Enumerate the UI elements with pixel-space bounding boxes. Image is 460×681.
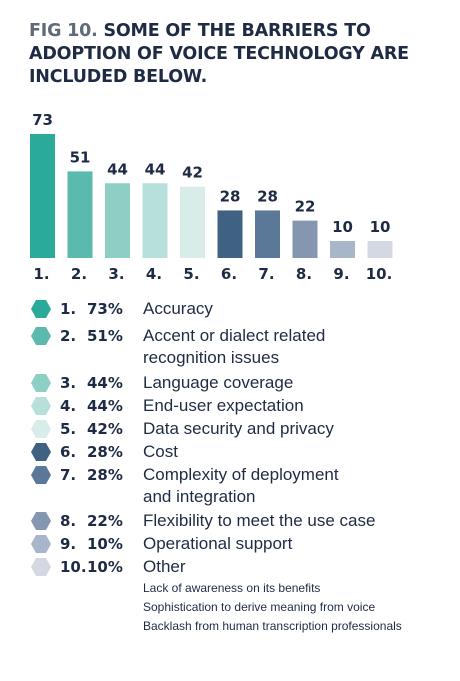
legend-number: 4. — [60, 397, 77, 415]
legend-percent: 42% — [87, 420, 123, 438]
legend-hexagon-icon — [31, 466, 51, 484]
other-subitem-2: Sophistication to derive meaning from vo… — [143, 600, 376, 614]
category-label-6: 6. — [221, 265, 237, 283]
bar-value-label-6: 28 — [220, 187, 241, 205]
legend-number: 3. — [60, 374, 77, 392]
figure-title-text: SOME OF THE BARRIERS TO ADOPTION OF VOIC… — [29, 21, 409, 87]
legend-label: Accuracy — [143, 299, 213, 318]
legend-percent: 10% — [87, 535, 123, 553]
legend-label: Operational support — [143, 534, 293, 553]
category-label-2: 2. — [71, 265, 87, 283]
legend-number: 10. — [60, 558, 87, 576]
figure-title: FIG 10. SOME OF THE BARRIERS TO ADOPTION… — [29, 20, 449, 89]
legend-hexagon-icon — [31, 512, 51, 530]
legend-number: 1. — [60, 300, 77, 318]
bar-value-label-4: 44 — [145, 160, 166, 178]
legend-label: Cost — [143, 442, 178, 461]
category-label-8: 8. — [296, 265, 312, 283]
bar-value-label-9: 10 — [332, 218, 353, 236]
bar-4 — [142, 183, 168, 258]
category-label-9: 9. — [333, 265, 349, 283]
legend-label: End-user expectation — [143, 396, 304, 415]
legend-number: 6. — [60, 443, 77, 461]
legend-percent: 28% — [87, 443, 123, 461]
legend-percent: 10% — [87, 558, 123, 576]
legend-label: Complexity of deployment and integration — [143, 465, 339, 506]
bar-8 — [292, 220, 318, 258]
legend-hexagon-icon — [31, 420, 51, 438]
bar-value-label-7: 28 — [257, 187, 278, 205]
bar-5 — [180, 186, 205, 258]
bar-2 — [67, 171, 93, 258]
legend-hexagon-icon — [31, 300, 51, 318]
other-subitem-1: Lack of awareness on its benefits — [143, 581, 321, 595]
legend-label: Other — [143, 557, 186, 576]
legend-percent: 51% — [87, 327, 123, 345]
legend-percent: 44% — [87, 397, 123, 415]
category-label-1: 1. — [33, 265, 49, 283]
bar-1 — [30, 134, 55, 258]
legend-percent: 28% — [87, 466, 123, 484]
legend-hexagon-icon — [31, 397, 51, 415]
category-label-10: 10. — [366, 265, 393, 283]
legend-number: 9. — [60, 535, 77, 553]
legend-number: 7. — [60, 466, 77, 484]
bar-chart: 73 1. 51 2. 44 3. 44 4. 42 5. 28 6. 28 7. 22 8. 10 9. 10 10… — [30, 111, 393, 283]
legend-label: Language coverage — [143, 373, 294, 392]
bar-value-label-5: 42 — [182, 164, 203, 182]
legend-percent: 73% — [87, 300, 123, 318]
legend-label: Flexibility to meet the use case — [143, 511, 376, 530]
legend-number: 5. — [60, 420, 77, 438]
category-label-4: 4. — [146, 265, 162, 283]
bar-value-label-10: 10 — [370, 218, 391, 236]
legend-label: Accent or dialect related recognition is… — [143, 326, 326, 367]
bar-value-label-1: 73 — [32, 111, 53, 129]
bar-value-label-2: 51 — [70, 148, 91, 166]
category-label-5: 5. — [183, 265, 199, 283]
bar-9 — [330, 241, 355, 258]
bar-10 — [367, 241, 393, 258]
legend-hexagon-icon — [31, 443, 51, 461]
legend-hexagon-icon — [31, 374, 51, 392]
bar-3 — [105, 183, 130, 258]
legend-hexagon-icon — [31, 327, 51, 345]
category-label-3: 3. — [108, 265, 124, 283]
legend-number: 2. — [60, 327, 77, 345]
figure-number: FIG 10. — [29, 21, 98, 41]
bar-value-label-3: 44 — [107, 160, 128, 178]
legend-percent: 22% — [87, 512, 123, 530]
legend-hexagon-icon — [31, 558, 51, 576]
bar-6 — [217, 210, 243, 258]
other-subitem-3: Backlash from human transcription profes… — [143, 619, 402, 633]
legend-hexagon-icon — [31, 535, 51, 553]
legend-label: Data security and privacy — [143, 419, 334, 438]
legend-percent: 44% — [87, 374, 123, 392]
bar-7 — [255, 210, 280, 258]
legend-number: 8. — [60, 512, 77, 530]
bar-value-label-8: 22 — [295, 198, 316, 216]
category-label-7: 7. — [258, 265, 274, 283]
